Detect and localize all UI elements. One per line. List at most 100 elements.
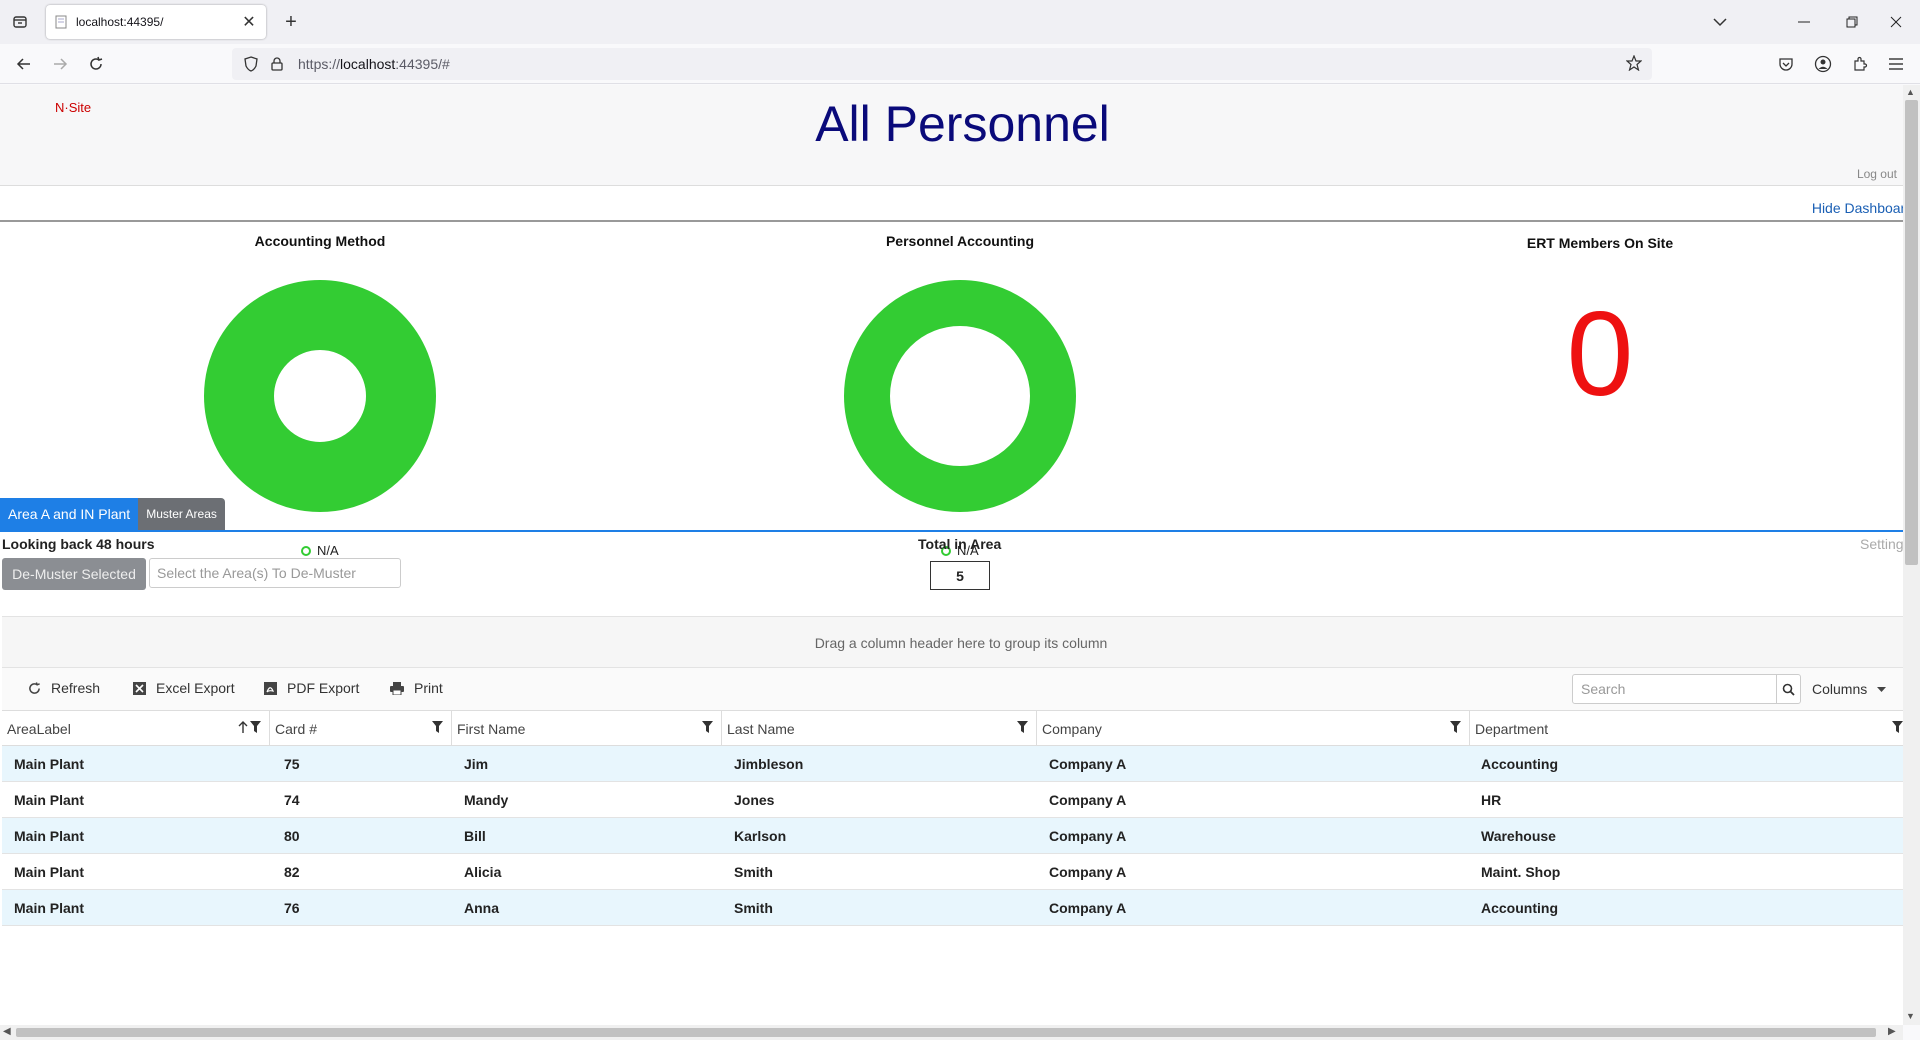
- scroll-down-icon[interactable]: ▼: [1906, 1011, 1915, 1021]
- scroll-up-icon[interactable]: ▲: [1906, 87, 1915, 97]
- ert-members-count: 0: [1566, 287, 1634, 421]
- page-content: N·Site All Personnel Log out Hide Dashbo…: [0, 85, 1903, 1025]
- account-icon[interactable]: [1811, 52, 1835, 76]
- forward-arrow-icon[interactable]: [48, 52, 72, 76]
- filter-icon[interactable]: [432, 721, 443, 733]
- column-header-department[interactable]: Department: [1470, 711, 1903, 747]
- group-hint: Drag a column header here to group its c…: [814, 635, 1108, 651]
- scroll-right-icon[interactable]: ▶: [1888, 1026, 1896, 1037]
- group-drop-zone[interactable]: Drag a column header here to group its c…: [2, 616, 1903, 668]
- filter-icon[interactable]: [1892, 721, 1903, 733]
- horizontal-scrollbar[interactable]: ◀ ▶: [0, 1025, 1903, 1040]
- brand-logo[interactable]: N·Site: [55, 100, 92, 115]
- personnel-accounting-legend[interactable]: N/A: [941, 543, 979, 558]
- table-row[interactable]: Main Plant 75 Jim Jimbleson Company A Ac…: [2, 746, 1903, 782]
- columns-label: Columns: [1812, 681, 1868, 697]
- accounting-method-donut[interactable]: [203, 279, 437, 513]
- tab-area-a-in-plant[interactable]: Area A and IN Plant: [0, 498, 139, 530]
- filter-icon[interactable]: [702, 721, 713, 733]
- settings-link[interactable]: Settings: [1860, 536, 1903, 552]
- total-in-area-value: 5: [930, 561, 990, 590]
- column-header-card[interactable]: Card #: [270, 711, 452, 747]
- caret-down-icon: [1877, 686, 1887, 692]
- cell-arealabel: Main Plant: [14, 792, 85, 808]
- area-tabs: Area A and IN Plant Muster Areas: [0, 498, 225, 530]
- pocket-icon[interactable]: [1774, 52, 1798, 76]
- column-header-first-name[interactable]: First Name: [452, 711, 722, 747]
- cell-arealabel: Main Plant: [14, 900, 85, 916]
- cell-first-name: Bill: [464, 828, 486, 844]
- column-header-company[interactable]: Company: [1037, 711, 1470, 747]
- search-button[interactable]: [1776, 674, 1801, 704]
- personnel-accounting-title: Personnel Accounting: [885, 233, 1035, 249]
- excel-export-button[interactable]: Excel Export: [133, 680, 235, 696]
- cell-department: Warehouse: [1481, 828, 1556, 844]
- grid-header: AreaLabel Card # First Name Last Name Co…: [2, 710, 1903, 747]
- total-in-area-label: Total in Area: [918, 536, 1002, 552]
- bookmark-star-icon[interactable]: [1625, 54, 1643, 76]
- demuster-area-select[interactable]: Select the Area(s) To De-Muster: [149, 558, 401, 588]
- logout-link[interactable]: Log out: [1856, 167, 1897, 181]
- table-row[interactable]: Main Plant 74 Mandy Jones Company A HR: [2, 782, 1903, 818]
- filter-icon[interactable]: [1450, 721, 1461, 733]
- column-header-label: Department: [1475, 721, 1549, 737]
- table-row[interactable]: Main Plant 82 Alicia Smith Company A Mai…: [2, 854, 1903, 890]
- filter-icon[interactable]: [250, 721, 261, 733]
- vertical-scrollbar[interactable]: ▲ ▼: [1903, 85, 1920, 1025]
- cell-first-name: Jim: [464, 756, 489, 772]
- refresh-button[interactable]: Refresh: [28, 680, 100, 696]
- menu-icon[interactable]: [1884, 52, 1908, 76]
- browser-navbar: https://localhost:44395/#: [0, 44, 1920, 84]
- cell-first-name: Alicia: [464, 864, 502, 880]
- shield-icon[interactable]: [242, 55, 260, 73]
- print-button[interactable]: Print: [390, 680, 443, 696]
- cell-last-name: Smith: [734, 864, 773, 880]
- accounting-method-title: Accounting Method: [254, 233, 386, 249]
- cell-department: HR: [1481, 792, 1502, 808]
- personnel-accounting-donut[interactable]: [843, 279, 1077, 513]
- refresh-label: Refresh: [51, 680, 101, 696]
- cell-department: Accounting: [1481, 900, 1558, 916]
- tab-muster-areas[interactable]: Muster Areas: [138, 498, 225, 530]
- reload-icon[interactable]: [84, 52, 108, 76]
- pdf-export-button[interactable]: PDF Export: [264, 680, 359, 696]
- close-window-icon[interactable]: [1876, 8, 1916, 36]
- close-tab-icon[interactable]: ✕: [242, 14, 256, 31]
- restore-icon[interactable]: [1832, 8, 1872, 36]
- donut-slice: [204, 280, 436, 512]
- cell-card: 80: [284, 828, 300, 844]
- scroll-left-icon[interactable]: ◀: [3, 1026, 11, 1037]
- address-bar[interactable]: https://localhost:44395/#: [232, 48, 1652, 80]
- hide-dashboard-link[interactable]: Hide Dashboard: [1811, 200, 1903, 216]
- column-header-label: AreaLabel: [7, 721, 71, 737]
- grid-search-input[interactable]: Search: [1572, 674, 1777, 704]
- excel-icon: [133, 681, 146, 695]
- tab-list-icon[interactable]: [8, 8, 32, 36]
- table-row[interactable]: Main Plant 80 Bill Karlson Company A War…: [2, 818, 1903, 854]
- legend-label: N/A: [317, 543, 339, 558]
- column-header-label: Company: [1042, 721, 1102, 737]
- horizontal-scroll-thumb[interactable]: [16, 1028, 1876, 1037]
- area-panel: Looking back 48 hours De-Muster Selected…: [2, 532, 1903, 940]
- filter-icon[interactable]: [1017, 721, 1028, 733]
- vertical-scroll-thumb[interactable]: [1905, 100, 1918, 565]
- minimize-icon[interactable]: [1784, 8, 1824, 36]
- accounting-method-legend[interactable]: N/A: [301, 543, 339, 558]
- browser-tabbar: localhost:44395/ ✕ +: [0, 0, 1920, 44]
- tab-overflow-chevron-icon[interactable]: [1700, 8, 1740, 36]
- column-header-last-name[interactable]: Last Name: [722, 711, 1037, 747]
- columns-chooser-button[interactable]: Columns: [1812, 681, 1887, 697]
- back-arrow-icon[interactable]: [12, 52, 36, 76]
- cell-company: Company A: [1049, 756, 1127, 772]
- column-header-arealabel[interactable]: AreaLabel: [2, 711, 270, 747]
- tabs-underline: [0, 530, 1903, 532]
- extensions-icon[interactable]: [1848, 52, 1872, 76]
- lock-icon[interactable]: [268, 55, 286, 73]
- sort-ascending-icon[interactable]: [238, 721, 248, 733]
- cell-arealabel: Main Plant: [14, 828, 85, 844]
- table-row[interactable]: Main Plant 76 Anna Smith Company A Accou…: [2, 890, 1903, 926]
- page-title: All Personnel: [815, 96, 1110, 152]
- new-tab-button[interactable]: +: [285, 11, 297, 33]
- demuster-selected-button[interactable]: De-Muster Selected: [2, 558, 146, 590]
- browser-tab[interactable]: localhost:44395/ ✕: [46, 5, 266, 39]
